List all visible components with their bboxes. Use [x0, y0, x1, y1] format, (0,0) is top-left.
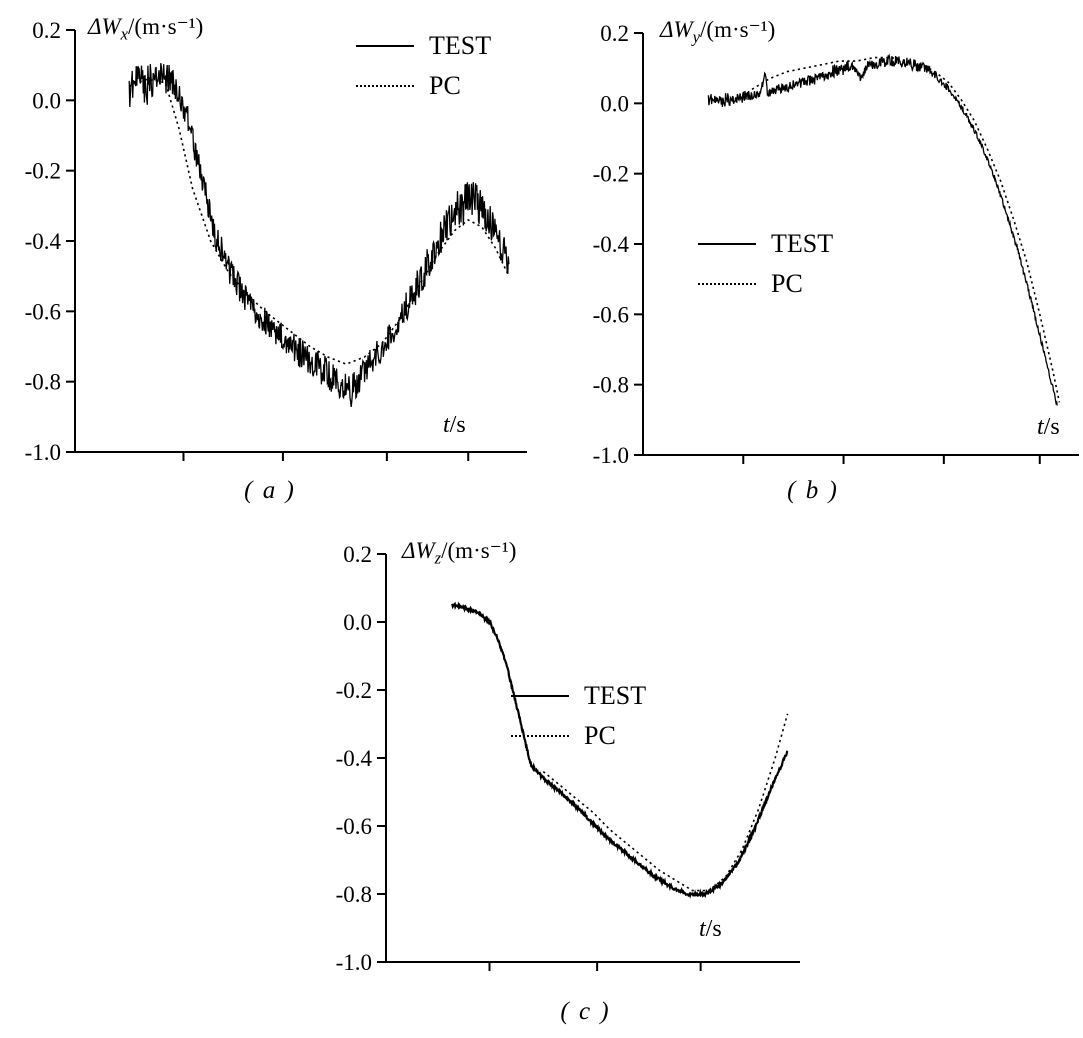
axis-title-subscript: z: [434, 548, 442, 568]
legend-label-pc: PC: [429, 70, 461, 100]
svg-text:0.2: 0.2: [600, 21, 629, 46]
svg-text:-0.6: -0.6: [336, 814, 372, 839]
xlabel-unit: /s: [449, 412, 466, 438]
svg-text:-0.4: -0.4: [593, 232, 630, 257]
axis-title-prefix: ΔW: [402, 538, 435, 563]
legend-label-test: TEST: [771, 228, 834, 258]
svg-text:0.0: 0.0: [343, 610, 372, 635]
pc-line-sample: [698, 282, 756, 285]
svg-text:-0.8: -0.8: [336, 882, 372, 907]
svg-text:-0.8: -0.8: [593, 373, 629, 398]
legend-item-test: TEST: [698, 228, 833, 259]
svg-text:0.2: 0.2: [343, 542, 372, 567]
chart-a-caption: ( a ): [244, 477, 296, 504]
chart-panel-a: 0.2 0.0 -0.2 -0.4 -0.6 -0.8 -1.0 ΔWx/(m·s⁻¹) t…: [0, 0, 540, 525]
svg-text:-1.0: -1.0: [593, 443, 629, 468]
axis-title-prefix: ΔW: [660, 17, 693, 42]
axis-title-units: /(m·s⁻¹): [700, 17, 776, 42]
svg-text:-0.6: -0.6: [25, 299, 61, 324]
test-line-sample: [698, 242, 756, 245]
axis-title-prefix: ΔW: [88, 14, 121, 39]
xlabel-variable: t: [443, 412, 450, 438]
svg-text:0.0: 0.0: [32, 88, 61, 113]
chart-a-legend: TEST PC: [356, 30, 491, 101]
pc-line-sample: [356, 84, 414, 87]
chart-c-caption: ( c ): [560, 998, 611, 1025]
svg-text:-0.2: -0.2: [336, 678, 372, 703]
svg-text:-0.2: -0.2: [593, 162, 629, 187]
chart-b-legend: TEST PC: [698, 228, 833, 299]
svg-text:-0.4: -0.4: [336, 746, 373, 771]
chart-b-plot: 0.2 0.0 -0.2 -0.4 -0.6 -0.8 -1.0: [593, 21, 1079, 468]
chart-a-xlabel: t/s: [443, 412, 466, 439]
chart-panel-b: 0.2 0.0 -0.2 -0.4 -0.6 -0.8 -1.0 ΔWy/(m·s⁻¹) t…: [543, 0, 1083, 525]
xlabel-unit: /s: [705, 916, 722, 942]
svg-text:-1.0: -1.0: [25, 440, 61, 465]
chart-b-axis-title: ΔWy/(m·s⁻¹): [660, 17, 775, 48]
chart-c-xlabel: t/s: [699, 916, 722, 943]
chart-c-axis-title: ΔWz/(m·s⁻¹): [402, 538, 516, 569]
xlabel-unit: /s: [1043, 414, 1060, 440]
svg-text:-0.2: -0.2: [25, 159, 61, 184]
legend-item-pc: PC: [356, 70, 491, 101]
chart-a-plot: 0.2 0.0 -0.2 -0.4 -0.6 -0.8 -1.0: [25, 18, 527, 465]
legend-item-test: TEST: [511, 680, 646, 711]
svg-text:-1.0: -1.0: [336, 950, 372, 975]
axis-title-subscript: y: [692, 27, 701, 47]
chart-panel-c: 0.2 0.0 -0.2 -0.4 -0.6 -0.8 -1.0 ΔWz/(m·s⁻¹) t…: [273, 528, 838, 1038]
legend-label-test: TEST: [584, 680, 647, 710]
legend-label-pc: PC: [771, 268, 803, 298]
xlabel-variable: t: [1037, 414, 1044, 440]
axis-title-units: /(m·s⁻¹): [441, 538, 517, 563]
chart-a-axis-title: ΔWx/(m·s⁻¹): [88, 14, 203, 45]
chart-b-caption: ( b ): [787, 477, 839, 504]
legend-item-test: TEST: [356, 30, 491, 61]
legend-label-pc: PC: [584, 720, 616, 750]
svg-text:-0.6: -0.6: [593, 302, 629, 327]
legend-item-pc: PC: [698, 268, 833, 299]
pc-line-sample: [511, 734, 569, 737]
chart-c-legend: TEST PC: [511, 680, 646, 751]
svg-text:0.2: 0.2: [32, 18, 61, 43]
legend-item-pc: PC: [511, 720, 646, 751]
svg-text:-0.4: -0.4: [25, 229, 62, 254]
axis-title-subscript: x: [120, 24, 129, 44]
legend-label-test: TEST: [429, 30, 492, 60]
chart-b-xlabel: t/s: [1037, 414, 1060, 441]
xlabel-variable: t: [699, 916, 706, 942]
test-line-sample: [356, 44, 414, 47]
chart-c-plot: 0.2 0.0 -0.2 -0.4 -0.6 -0.8 -1.0: [336, 542, 800, 975]
svg-text:0.0: 0.0: [600, 91, 629, 116]
svg-text:-0.8: -0.8: [25, 370, 61, 395]
test-line-sample: [511, 694, 569, 697]
axis-title-units: /(m·s⁻¹): [128, 14, 204, 39]
